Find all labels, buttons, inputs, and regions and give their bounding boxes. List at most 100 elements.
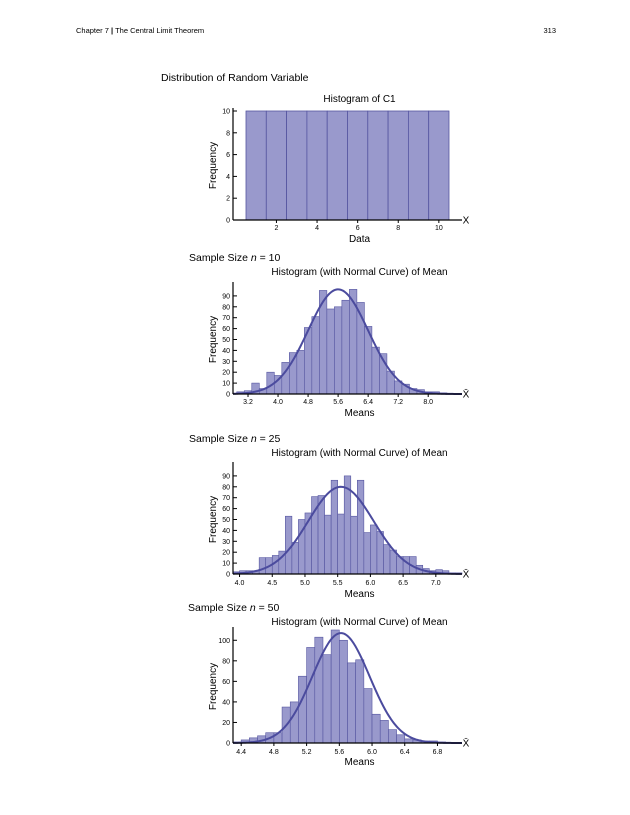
chart4-y-axis-label: Frequency xyxy=(208,663,219,710)
chart1-bar xyxy=(387,110,409,221)
chart2-x-tick-label: 8.0 xyxy=(423,399,433,406)
chart4-x-tick-label: 5.2 xyxy=(302,749,312,756)
chart1-bar xyxy=(265,110,287,221)
chart2-x-tick-label: 5.6 xyxy=(333,399,343,406)
chart2-bar xyxy=(341,299,350,395)
sample-size-suffix: = 25 xyxy=(256,433,281,445)
chart3-y-tick-label: 70 xyxy=(222,495,230,502)
chart3-x-axis-label: Means xyxy=(344,589,374,600)
chart3-x-tick-label: 6.5 xyxy=(398,580,408,587)
chart1-x-axis-label: Data xyxy=(349,234,371,245)
page-number: 313 xyxy=(543,26,556,35)
chart2-axis-end-label: X̄ xyxy=(463,388,470,401)
chart3-x-tick-label: 7.0 xyxy=(431,580,441,587)
chart3-y-tick-label: 30 xyxy=(222,539,230,546)
chart1-x-tick-label: 6 xyxy=(356,225,360,232)
chart1-x-tick-label: 8 xyxy=(396,225,400,232)
header-divider: | xyxy=(111,26,114,35)
chart4-y-tick-label: 0 xyxy=(226,741,230,748)
chart3-y-tick-label: 80 xyxy=(222,484,230,491)
sample-size-n: n xyxy=(250,433,257,445)
chart4-axis-end-label: X̄ xyxy=(463,737,470,750)
chart3-bar xyxy=(357,479,365,575)
chart1-bar xyxy=(306,110,328,221)
chart3-x-tick-label: 6.0 xyxy=(366,580,376,587)
chart3-y-tick-label: 0 xyxy=(226,572,230,579)
chart4-normal-curve xyxy=(232,632,463,744)
chart4-bar xyxy=(363,688,373,744)
chart1-y-tick-label: 2 xyxy=(226,196,230,203)
chart1-y-tick-label: 6 xyxy=(226,152,230,159)
chart2-y-tick-label: 90 xyxy=(222,293,230,300)
chart4-bar xyxy=(379,720,389,744)
chart4-bar xyxy=(347,662,356,744)
chart4-y-tick-label: 80 xyxy=(222,658,230,665)
chart1-x-tick-label: 2 xyxy=(274,225,278,232)
chart2-normal-curve xyxy=(232,288,462,395)
sample-size-suffix: = 10 xyxy=(256,252,281,264)
chart4-bar xyxy=(339,639,348,744)
chart1-y-tick-label: 10 xyxy=(222,109,230,116)
chart3-x-tick-label: 5.5 xyxy=(333,580,343,587)
chart3-title: Histogram (with Normal Curve) of Mean xyxy=(271,448,447,459)
chart2-bar xyxy=(371,346,380,395)
chart3-bar xyxy=(291,542,299,575)
chart4-bar xyxy=(330,629,340,744)
chart4-bar xyxy=(355,659,365,744)
chart3-y-tick-label: 50 xyxy=(222,517,230,524)
chart2-x-axis-label: Means xyxy=(344,408,374,419)
chart1-bar xyxy=(286,110,308,221)
chart2-x-tick-label: 7.2 xyxy=(393,399,403,406)
chart3-y-tick-label: 10 xyxy=(222,561,230,568)
chart3-x-tick-label: 5.0 xyxy=(300,580,310,587)
chart3-bar xyxy=(383,544,391,575)
chart2-y-axis-label: Frequency xyxy=(208,316,219,363)
chart1-x-tick-label: 10 xyxy=(435,225,443,232)
chart3-bar xyxy=(285,515,293,575)
chart3-bar xyxy=(258,557,267,575)
chart4-x-tick-label: 5.6 xyxy=(334,749,344,756)
sample-size-label-25: Sample Size n = 25 xyxy=(189,433,280,445)
chart4-title: Histogram (with Normal Curve) of Mean xyxy=(271,617,447,628)
chart2-y-tick-label: 10 xyxy=(222,381,230,388)
chart1-bar xyxy=(407,110,430,221)
chart3-y-tick-label: 90 xyxy=(222,473,230,480)
sample-size-label-10: Sample Size n = 10 xyxy=(189,252,280,264)
chapter-label: Chapter 7 xyxy=(76,26,109,35)
chart4-bar xyxy=(306,647,316,744)
chart4-x-tick-label: 6.8 xyxy=(433,749,443,756)
sample-size-suffix: = 50 xyxy=(255,602,280,614)
chart1-bar xyxy=(245,110,267,221)
chart2-y-tick-label: 60 xyxy=(222,326,230,333)
chart4-x-tick-label: 6.4 xyxy=(400,749,410,756)
chart2-bar xyxy=(296,350,305,395)
chart4-bar xyxy=(388,729,397,744)
chart1-x-tick-label: 4 xyxy=(315,225,319,232)
chart2-x-tick-label: 6.4 xyxy=(363,399,373,406)
chart3-bar xyxy=(376,531,384,575)
chart4-bar xyxy=(371,713,381,744)
chart3-bar xyxy=(370,524,378,575)
chart3-bar xyxy=(350,515,358,575)
sample-size-prefix: Sample Size xyxy=(189,433,251,445)
chart3-y-axis-label: Frequency xyxy=(208,496,219,543)
chart3-normal-curve xyxy=(232,485,463,575)
running-header: Chapter 7 | The Central Limit Theorem xyxy=(76,26,204,35)
chart2-y-tick-label: 20 xyxy=(222,370,230,377)
chart2-x-tick-label: 4.8 xyxy=(303,399,313,406)
chart2-y-tick-label: 40 xyxy=(222,348,230,355)
chart4-y-tick-label: 20 xyxy=(222,720,230,727)
chart2-y-tick-label: 80 xyxy=(222,304,230,311)
section-title: Distribution of Random Variable xyxy=(161,72,309,84)
chart4-bar xyxy=(404,738,414,744)
chart3-bar xyxy=(337,513,345,575)
chart3-y-tick-label: 20 xyxy=(222,550,230,557)
chart2-bar xyxy=(311,316,320,395)
chart4-bar xyxy=(322,654,332,744)
chart2-bar xyxy=(334,306,343,395)
chart1-y-axis-label: Frequency xyxy=(208,142,219,189)
chart1-title: Histogram of C1 xyxy=(323,94,396,105)
chart2-y-tick-label: 30 xyxy=(222,359,230,366)
chart4-bar xyxy=(298,675,307,744)
